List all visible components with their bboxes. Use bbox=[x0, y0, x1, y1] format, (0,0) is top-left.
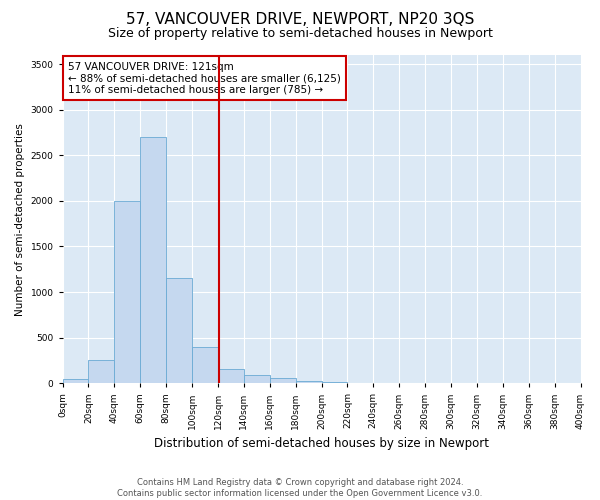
Text: 57, VANCOUVER DRIVE, NEWPORT, NP20 3QS: 57, VANCOUVER DRIVE, NEWPORT, NP20 3QS bbox=[126, 12, 474, 28]
Bar bbox=[88, 360, 115, 384]
Bar bbox=[115, 201, 140, 384]
Bar bbox=[322, 382, 347, 384]
Bar bbox=[296, 380, 322, 384]
Text: Contains HM Land Registry data © Crown copyright and database right 2024.
Contai: Contains HM Land Registry data © Crown c… bbox=[118, 478, 482, 498]
Bar bbox=[166, 278, 192, 384]
Bar bbox=[62, 378, 88, 384]
Bar bbox=[192, 347, 218, 384]
Bar bbox=[270, 378, 296, 384]
Text: Size of property relative to semi-detached houses in Newport: Size of property relative to semi-detach… bbox=[107, 28, 493, 40]
Bar bbox=[140, 137, 166, 384]
X-axis label: Distribution of semi-detached houses by size in Newport: Distribution of semi-detached houses by … bbox=[154, 437, 489, 450]
Bar bbox=[244, 375, 270, 384]
Bar bbox=[218, 368, 244, 384]
Y-axis label: Number of semi-detached properties: Number of semi-detached properties bbox=[15, 122, 25, 316]
Text: 57 VANCOUVER DRIVE: 121sqm
← 88% of semi-detached houses are smaller (6,125)
11%: 57 VANCOUVER DRIVE: 121sqm ← 88% of semi… bbox=[68, 62, 341, 95]
